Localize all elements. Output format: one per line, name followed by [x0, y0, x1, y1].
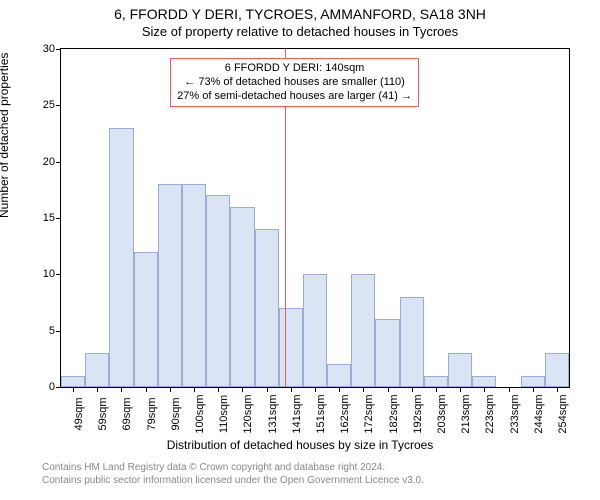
x-tick-mark [267, 387, 268, 392]
histogram-bar [521, 376, 545, 387]
y-tick-label: 20 [43, 156, 55, 168]
attribution-text: Contains HM Land Registry data © Crown c… [42, 462, 424, 487]
histogram-chart: 6, FFORDD Y DERI, TYCROES, AMMANFORD, SA… [0, 0, 600, 500]
histogram-bar [375, 319, 399, 387]
y-tick-mark [56, 49, 61, 50]
x-tick-mark [460, 387, 461, 392]
histogram-bar [85, 353, 109, 387]
annotation-line: ← 73% of detached houses are smaller (11… [177, 76, 412, 90]
histogram-bar [448, 353, 472, 387]
y-tick-mark [56, 387, 61, 388]
y-tick-label: 10 [43, 268, 55, 280]
histogram-bar [351, 274, 375, 387]
x-tick-label: 59sqm [97, 397, 109, 430]
histogram-bar [279, 308, 303, 387]
chart-title-line2: Size of property relative to detached ho… [0, 24, 600, 39]
histogram-bar [424, 376, 448, 387]
x-tick-mark [533, 387, 534, 392]
x-tick-label: 151sqm [315, 394, 327, 433]
x-tick-mark [484, 387, 485, 392]
y-tick-mark [56, 105, 61, 106]
x-tick-mark [218, 387, 219, 392]
x-tick-label: 90sqm [170, 397, 182, 430]
y-tick-mark [56, 218, 61, 219]
x-tick-label: 182sqm [388, 394, 400, 433]
x-tick-label: 100sqm [194, 394, 206, 433]
x-tick-label: 120sqm [242, 394, 254, 433]
histogram-bar [109, 128, 133, 387]
histogram-bar [158, 184, 182, 387]
x-tick-label: 79sqm [146, 397, 158, 430]
y-tick-label: 30 [43, 43, 55, 55]
x-tick-label: 244sqm [533, 394, 545, 433]
histogram-bar [61, 376, 85, 387]
y-tick-label: 15 [43, 212, 55, 224]
histogram-bar [400, 297, 424, 387]
histogram-bar [327, 364, 351, 387]
x-tick-label: 213sqm [460, 394, 472, 433]
x-tick-label: 233sqm [509, 394, 521, 433]
x-tick-label: 110sqm [218, 395, 230, 433]
y-tick-mark [56, 162, 61, 163]
x-tick-mark [412, 387, 413, 392]
x-tick-mark [315, 387, 316, 392]
histogram-bar [545, 353, 569, 387]
x-tick-mark [363, 387, 364, 392]
y-tick-label: 25 [43, 99, 55, 111]
x-tick-mark [242, 387, 243, 392]
x-tick-label: 131sqm [267, 394, 279, 433]
y-tick-mark [56, 331, 61, 332]
y-tick-mark [56, 274, 61, 275]
x-tick-mark [97, 387, 98, 392]
x-tick-label: 141sqm [291, 394, 303, 433]
histogram-bar [206, 195, 230, 387]
histogram-bar [230, 207, 254, 387]
y-axis-label: Number of detached properties [0, 53, 11, 218]
x-tick-mark [121, 387, 122, 392]
x-tick-label: 192sqm [412, 394, 424, 433]
annotation-box: 6 FFORDD Y DERI: 140sqm← 73% of detached… [170, 58, 419, 107]
x-tick-mark [170, 387, 171, 392]
chart-title-line1: 6, FFORDD Y DERI, TYCROES, AMMANFORD, SA… [0, 6, 600, 22]
histogram-bar [255, 229, 279, 387]
x-tick-label: 172sqm [363, 394, 375, 433]
x-tick-mark [388, 387, 389, 392]
x-tick-mark [557, 387, 558, 392]
y-tick-label: 5 [49, 325, 55, 337]
x-tick-mark [146, 387, 147, 392]
x-tick-label: 162sqm [339, 394, 351, 433]
x-tick-mark [509, 387, 510, 392]
plot-area: 6 FFORDD Y DERI: 140sqm← 73% of detached… [60, 48, 570, 388]
x-tick-mark [291, 387, 292, 392]
annotation-line: 27% of semi-detached houses are larger (… [177, 90, 412, 104]
attribution-line1: Contains HM Land Registry data © Crown c… [42, 462, 424, 475]
histogram-bar [472, 376, 496, 387]
histogram-bar [134, 252, 158, 387]
x-tick-mark [194, 387, 195, 392]
x-tick-mark [73, 387, 74, 392]
x-axis-label: Distribution of detached houses by size … [0, 438, 600, 452]
x-tick-label: 254sqm [557, 394, 569, 433]
attribution-line2: Contains public sector information licen… [42, 475, 424, 488]
annotation-line: 6 FFORDD Y DERI: 140sqm [177, 62, 412, 76]
x-tick-label: 49sqm [73, 397, 85, 430]
x-tick-mark [436, 387, 437, 392]
x-tick-mark [339, 387, 340, 392]
x-tick-label: 203sqm [436, 394, 448, 433]
histogram-bar [303, 274, 327, 387]
x-tick-label: 223sqm [484, 394, 496, 433]
x-tick-label: 69sqm [121, 397, 133, 430]
y-tick-label: 0 [49, 381, 55, 393]
histogram-bar [182, 184, 206, 387]
